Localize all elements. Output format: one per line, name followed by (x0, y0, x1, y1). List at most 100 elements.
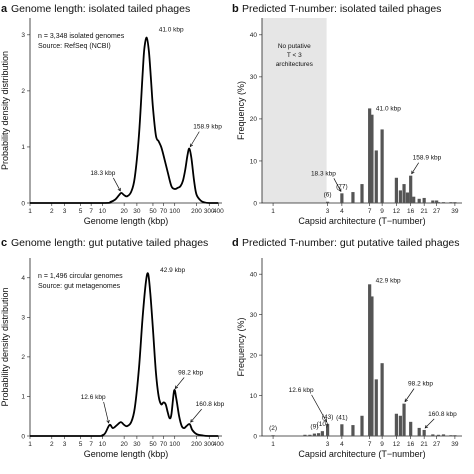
x-axis-title: Capsid architecture (T−number) (298, 216, 425, 226)
y-tick-label: 10 (250, 158, 258, 165)
bar (351, 192, 355, 203)
count-label: (6) (324, 192, 332, 199)
peak-arrow (411, 162, 419, 174)
panel-c: c Genome length: gut putative tailed phag… (0, 237, 225, 459)
bar (435, 200, 439, 203)
y-tick-label: 1 (21, 144, 25, 151)
chart-note: Source: RefSeq (NCBI) (38, 43, 111, 50)
count-label: (41) (336, 414, 348, 421)
y-tick-label: 0 (21, 200, 25, 207)
x-tick-label: 1 (271, 208, 275, 215)
x-tick-label: 3 (326, 208, 330, 215)
peak-arrow-head (404, 398, 408, 403)
density-line (30, 272, 219, 437)
x-tick-label: 10 (99, 208, 107, 215)
bar (453, 435, 457, 436)
y-tick-label: 10 (250, 393, 258, 400)
x-tick-label: 70 (160, 441, 168, 448)
axes (261, 258, 462, 437)
x-tick-label: 7 (368, 208, 372, 215)
peak-arrow-head (117, 187, 121, 192)
peak-label: 42.9 kbp (376, 277, 401, 284)
bar (312, 433, 317, 436)
peak-label: 41.0 kbp (376, 106, 401, 113)
bar (326, 201, 330, 203)
bar (422, 197, 426, 203)
y-tick-label: 0 (253, 433, 257, 440)
x-tick-label: 300 (204, 208, 215, 215)
peak-arrow (311, 394, 327, 423)
panel-letter: c (1, 237, 7, 249)
x-tick-label: 16 (407, 441, 415, 448)
bar (374, 379, 378, 436)
chart-note: n = 3,348 isolated genomes (38, 33, 125, 40)
x-tick-label: 12 (393, 441, 401, 448)
x-tick-label: 3 (63, 208, 67, 215)
bar (320, 431, 324, 436)
count-label: (77) (336, 183, 348, 190)
bar (441, 434, 446, 436)
bar (351, 425, 355, 436)
x-tick-label: 10 (99, 441, 107, 448)
bar (405, 192, 410, 203)
peak-label: 41.0 kbp (159, 27, 184, 34)
x-tick-label: 3 (326, 441, 330, 448)
bar (368, 108, 372, 203)
x-tick-label: 3 (63, 441, 67, 448)
shaded-region-label: No putative (278, 43, 311, 50)
bar (422, 429, 426, 436)
y-tick-label: 1 (21, 394, 25, 401)
bar (417, 198, 421, 203)
x-tick-label: 5 (79, 208, 83, 215)
bar (441, 202, 446, 203)
bar (340, 424, 344, 436)
peak-label: 98.2 kbp (408, 381, 433, 388)
peak-arrow (190, 408, 202, 423)
x-tick-label: 200 (191, 441, 202, 448)
peak-label: 12.6 kbp (81, 394, 106, 401)
x-tick-label: 7 (368, 441, 372, 448)
panel-b: b Predicted T-number: isolated tailed pha… (232, 3, 462, 226)
x-tick-label: 2 (50, 441, 54, 448)
peak-arrow-head (424, 424, 429, 429)
peak-label: 160.8 kbp (428, 411, 457, 418)
y-tick-label: 40 (250, 32, 258, 39)
x-tick-label: 20 (121, 208, 129, 215)
y-tick-label: 4 (21, 275, 25, 282)
bar (402, 184, 406, 203)
y-tick-label: 20 (250, 352, 258, 359)
bar (453, 202, 457, 203)
x-axis-title: Capsid architecture (T−number) (298, 449, 425, 459)
peak-arrow (113, 177, 121, 192)
shaded-region (262, 18, 327, 203)
peak-label: 12.6 kbp (289, 387, 314, 394)
panel-a: a Genome length: isolated tailed phages 1 2… (0, 3, 224, 226)
x-tick-label: 12 (393, 208, 401, 215)
bar (409, 175, 413, 203)
x-tick-label: 1 (271, 441, 275, 448)
peak-label: 42.9 kbp (160, 267, 185, 274)
bar (360, 415, 364, 436)
y-axis-title: Frequency (%) (236, 81, 246, 140)
x-axis-title: Genome length (kbp) (84, 449, 169, 459)
peak-arrow-head (106, 419, 110, 424)
density-line (30, 36, 219, 204)
bar (368, 284, 372, 436)
y-tick-label: 3 (21, 315, 25, 322)
bar (308, 434, 312, 436)
count-label: (9) (310, 424, 318, 431)
shaded-region-label: architectures (276, 61, 314, 68)
x-tick-label: 50 (149, 441, 157, 448)
peak-label: 160.8 kbp (196, 401, 225, 408)
panel-letter: a (1, 3, 8, 15)
panel-title: Predicted T-number: gut putative tailed … (242, 237, 460, 249)
x-tick-label: 39 (451, 441, 459, 448)
x-tick-label: 9 (380, 208, 384, 215)
bar (360, 184, 364, 203)
y-tick-label: 2 (21, 88, 25, 95)
panel-title: Genome length: gut putative tailed phage… (11, 237, 208, 249)
x-tick-label: 400 (213, 208, 224, 215)
bar (271, 435, 275, 436)
x-tick-label: 4 (340, 208, 344, 215)
bar (380, 363, 384, 436)
